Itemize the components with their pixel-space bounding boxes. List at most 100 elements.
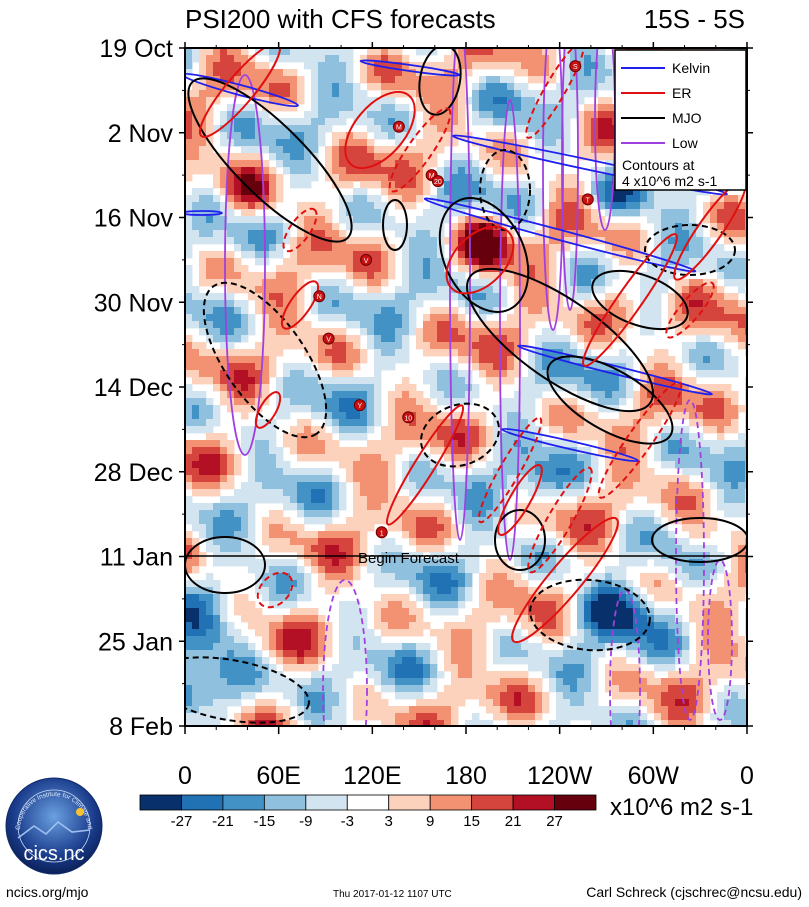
heat-cell-3912 xyxy=(668,454,676,462)
heat-cell-2315 xyxy=(500,286,508,294)
heat-cell-3004 xyxy=(213,363,221,371)
heat-cell-572 xyxy=(381,104,389,112)
heat-cell-2437 xyxy=(388,300,396,308)
heat-cell-3464 xyxy=(339,412,347,420)
heat-cell-2891 xyxy=(311,349,319,357)
heat-cell-4113 xyxy=(591,475,599,483)
heat-cell-1287 xyxy=(297,181,305,189)
heat-cell-1694 xyxy=(430,223,438,231)
heat-cell-1094 xyxy=(234,160,242,168)
heat-cell-1931 xyxy=(668,244,676,252)
heat-cell-2251 xyxy=(507,279,515,287)
heat-cell-395 xyxy=(605,83,613,91)
heat-cell-2999 xyxy=(731,356,739,364)
heat-cell-1109 xyxy=(353,160,361,168)
heat-cell-2897 xyxy=(353,349,361,357)
heat-cell-2270 xyxy=(682,279,690,287)
heat-cell-1573 xyxy=(577,209,585,217)
heat-cell-3165 xyxy=(521,377,529,385)
heat-cell-1513 xyxy=(598,202,606,210)
heat-cell-3986 xyxy=(724,461,732,469)
heat-cell-3860 xyxy=(234,454,242,462)
heat-cell-1890 xyxy=(325,244,333,252)
heat-cell-299 xyxy=(395,76,403,84)
heat-cell-549 xyxy=(185,104,193,112)
heat-cell-4964 xyxy=(563,566,571,574)
heat-cell-3413 xyxy=(388,405,396,413)
heat-cell-3579 xyxy=(185,426,193,434)
heat-cell-251 xyxy=(535,69,543,77)
heat-cell-980 xyxy=(437,146,445,154)
heat-cell-2111 xyxy=(430,265,438,273)
heat-cell-4652 xyxy=(654,531,662,539)
heat-cell-4185 xyxy=(570,482,578,490)
heat-cell-925 xyxy=(556,139,564,147)
heat-cell-4644 xyxy=(591,531,599,539)
heat-cell-1172 xyxy=(353,167,361,175)
heat-cell-1756 xyxy=(395,230,403,238)
heat-cell-3615 xyxy=(493,426,501,434)
heat-cell-117 xyxy=(570,55,578,63)
heat-cell-431 xyxy=(311,90,319,98)
heat-cell-2865 xyxy=(591,342,599,350)
heat-cell-2314 xyxy=(493,286,501,294)
heat-cell-2393 xyxy=(605,293,613,301)
heat-cell-2339 xyxy=(738,286,746,294)
heat-cell-3634 xyxy=(633,426,641,434)
heat-cell-4005 xyxy=(297,468,305,476)
heat-cell-3335 xyxy=(304,398,312,406)
heat-cell-420 xyxy=(227,90,235,98)
heat-cell-445 xyxy=(423,90,431,98)
heat-cell-4341 xyxy=(220,503,228,511)
heat-cell-2946 xyxy=(241,356,249,364)
heat-cell-1938 xyxy=(717,244,725,252)
heat-cell-3840 xyxy=(661,447,669,455)
heat-cell-4042 xyxy=(605,468,613,476)
heat-cell-1732 xyxy=(738,223,746,231)
heat-cell-3893 xyxy=(521,454,529,462)
heat-cell-1803 xyxy=(199,237,207,245)
heat-cell-830 xyxy=(311,132,319,140)
heat-cell-970 xyxy=(367,146,375,154)
heat-cell-2184 xyxy=(486,272,494,280)
heat-cell-4071 xyxy=(283,475,291,483)
heat-cell-967 xyxy=(346,146,354,154)
heat-cell-1317 xyxy=(556,181,564,189)
heat-cell-1742 xyxy=(241,230,249,238)
heat-cell-1021 xyxy=(220,153,228,161)
heat-cell-4348 xyxy=(297,503,305,511)
heat-cell-4391 xyxy=(619,503,627,511)
heat-cell-2647 xyxy=(423,321,431,329)
heat-cell-4412 xyxy=(241,510,249,518)
heat-cell-1819 xyxy=(311,237,319,245)
heat-cell-3487 xyxy=(514,412,522,420)
heat-cell-2914 xyxy=(493,349,501,357)
heat-cell-4496 xyxy=(381,517,389,525)
heat-cell-3796 xyxy=(304,447,312,455)
heat-cell-1568 xyxy=(542,209,550,217)
heat-cell-3300 xyxy=(605,391,613,399)
heat-cell-1682 xyxy=(346,223,354,231)
heat-cell-313 xyxy=(507,76,515,84)
heat-cell-4733 xyxy=(269,545,277,553)
heat-cell-2104 xyxy=(374,265,382,273)
heat-cell-4487 xyxy=(304,517,312,525)
heat-cell-2591 xyxy=(535,314,543,322)
heat-cell-1381 xyxy=(591,188,599,196)
heat-cell-3583 xyxy=(241,426,249,434)
heat-cell-684 xyxy=(206,118,214,126)
heat-cell-2016 xyxy=(234,258,242,266)
heat-cell-964 xyxy=(325,146,333,154)
heat-cell-2130 xyxy=(577,265,585,273)
heat-cell-1467 xyxy=(206,202,214,210)
heat-cell-4947 xyxy=(430,566,438,574)
heat-cell-2957 xyxy=(353,356,361,364)
heat-cell-1936 xyxy=(703,244,711,252)
heat-cell-2607 xyxy=(654,314,662,322)
heat-cell-4718 xyxy=(668,538,676,546)
heat-cell-820 xyxy=(241,132,249,140)
heat-cell-4878 xyxy=(388,559,396,567)
heat-cell-2796 xyxy=(514,335,522,343)
heat-cell-3161 xyxy=(486,377,494,385)
heat-cell-2519 xyxy=(521,307,529,315)
